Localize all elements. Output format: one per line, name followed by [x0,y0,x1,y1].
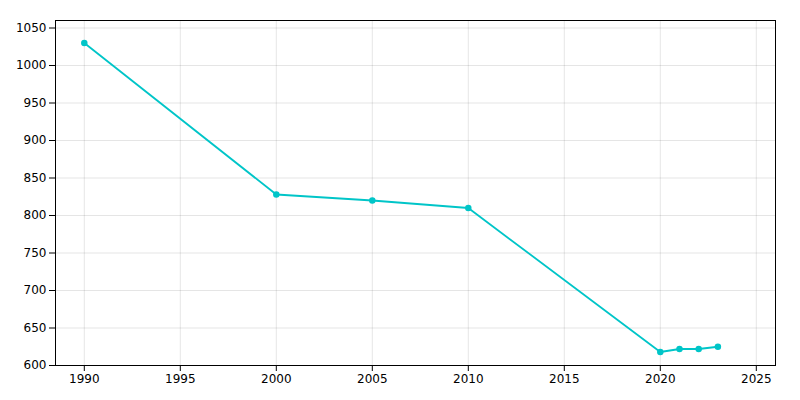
svg-text:2005: 2005 [357,372,388,386]
svg-text:900: 900 [24,133,47,147]
svg-text:750: 750 [24,246,47,260]
svg-text:800: 800 [24,208,47,222]
svg-text:2000: 2000 [261,372,292,386]
svg-text:1995: 1995 [165,372,196,386]
svg-text:1000: 1000 [16,58,47,72]
svg-text:650: 650 [24,321,47,335]
svg-text:2025: 2025 [741,372,772,386]
svg-text:700: 700 [24,283,47,297]
svg-text:950: 950 [24,96,47,110]
svg-text:1050: 1050 [16,21,47,35]
svg-text:600: 600 [24,358,47,372]
svg-text:2020: 2020 [645,372,676,386]
svg-text:850: 850 [24,171,47,185]
svg-text:1990: 1990 [69,372,100,386]
svg-text:2010: 2010 [453,372,484,386]
svg-text:2015: 2015 [549,372,580,386]
